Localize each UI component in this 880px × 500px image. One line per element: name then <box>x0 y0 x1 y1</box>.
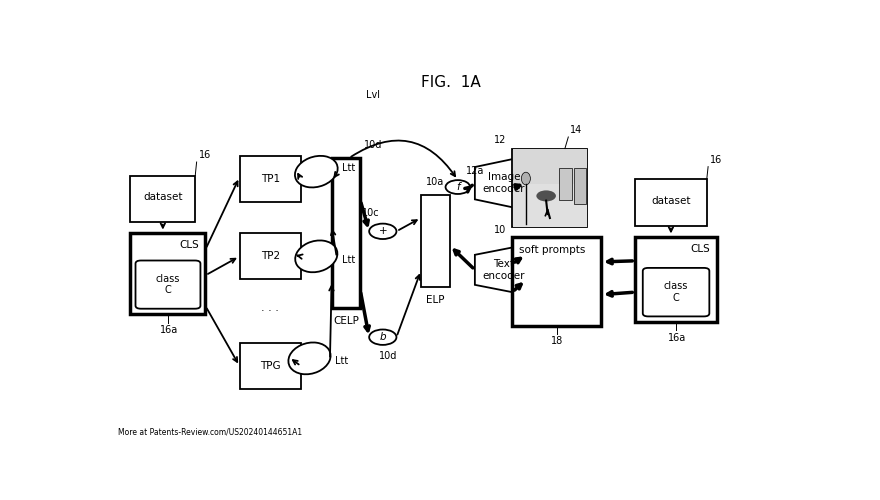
Bar <box>239 233 301 280</box>
Bar <box>512 148 588 228</box>
Bar <box>332 158 360 308</box>
Bar <box>130 233 206 314</box>
Text: 10c: 10c <box>362 208 379 218</box>
Text: Ltt: Ltt <box>342 255 356 265</box>
FancyBboxPatch shape <box>136 260 201 308</box>
Bar <box>635 237 717 322</box>
Text: CLS: CLS <box>691 244 710 254</box>
Ellipse shape <box>295 240 337 272</box>
Bar <box>513 150 587 184</box>
Text: 16: 16 <box>710 154 722 164</box>
Text: Lvl: Lvl <box>365 90 379 101</box>
Circle shape <box>370 224 397 239</box>
Text: 18: 18 <box>551 336 563 346</box>
Text: 10: 10 <box>495 225 507 235</box>
Text: TPG: TPG <box>260 361 281 371</box>
Text: TP2: TP2 <box>260 252 280 262</box>
Text: 10a: 10a <box>426 177 444 187</box>
Text: 16: 16 <box>199 150 211 160</box>
Polygon shape <box>475 156 526 210</box>
Text: Text
encoder: Text encoder <box>482 259 525 280</box>
Text: 10d: 10d <box>363 140 382 149</box>
Bar <box>421 194 450 287</box>
Bar <box>513 149 587 227</box>
Circle shape <box>370 330 397 345</box>
Text: TP1: TP1 <box>260 174 280 184</box>
Text: CLS: CLS <box>179 240 199 250</box>
Bar <box>574 168 586 204</box>
Text: CELP: CELP <box>333 316 359 326</box>
Text: 14: 14 <box>570 125 583 135</box>
Text: 16a: 16a <box>668 332 686 342</box>
Text: class
C: class C <box>156 274 180 295</box>
Text: 10d: 10d <box>379 350 398 360</box>
FancyBboxPatch shape <box>642 268 709 316</box>
Bar <box>512 237 601 326</box>
Text: Ltt: Ltt <box>342 163 356 173</box>
Bar <box>635 180 707 226</box>
Circle shape <box>536 190 556 202</box>
Text: More at Patents-Review.com/US20240144651A1: More at Patents-Review.com/US20240144651… <box>118 428 303 436</box>
Text: f: f <box>456 182 459 192</box>
Bar <box>559 168 572 200</box>
Circle shape <box>445 180 470 194</box>
Text: 12a: 12a <box>466 166 484 176</box>
Text: FIG.  1A: FIG. 1A <box>422 76 480 90</box>
Text: Image
encoder: Image encoder <box>482 172 525 194</box>
Text: class
C: class C <box>664 282 688 303</box>
Text: soft prompts: soft prompts <box>519 245 585 255</box>
Text: dataset: dataset <box>143 192 183 202</box>
Text: · · ·: · · · <box>261 306 279 316</box>
Ellipse shape <box>295 156 338 188</box>
Bar <box>130 176 195 222</box>
Text: b: b <box>379 332 386 342</box>
Text: Ltt: Ltt <box>335 356 348 366</box>
Bar <box>239 156 301 202</box>
Text: +: + <box>378 226 387 236</box>
Polygon shape <box>475 245 526 295</box>
Text: ELP: ELP <box>426 295 444 305</box>
Text: 12: 12 <box>495 134 507 144</box>
Bar <box>239 343 301 389</box>
Text: 16a: 16a <box>160 325 179 335</box>
Text: dataset: dataset <box>651 196 691 205</box>
Ellipse shape <box>289 342 331 374</box>
Ellipse shape <box>521 172 531 185</box>
